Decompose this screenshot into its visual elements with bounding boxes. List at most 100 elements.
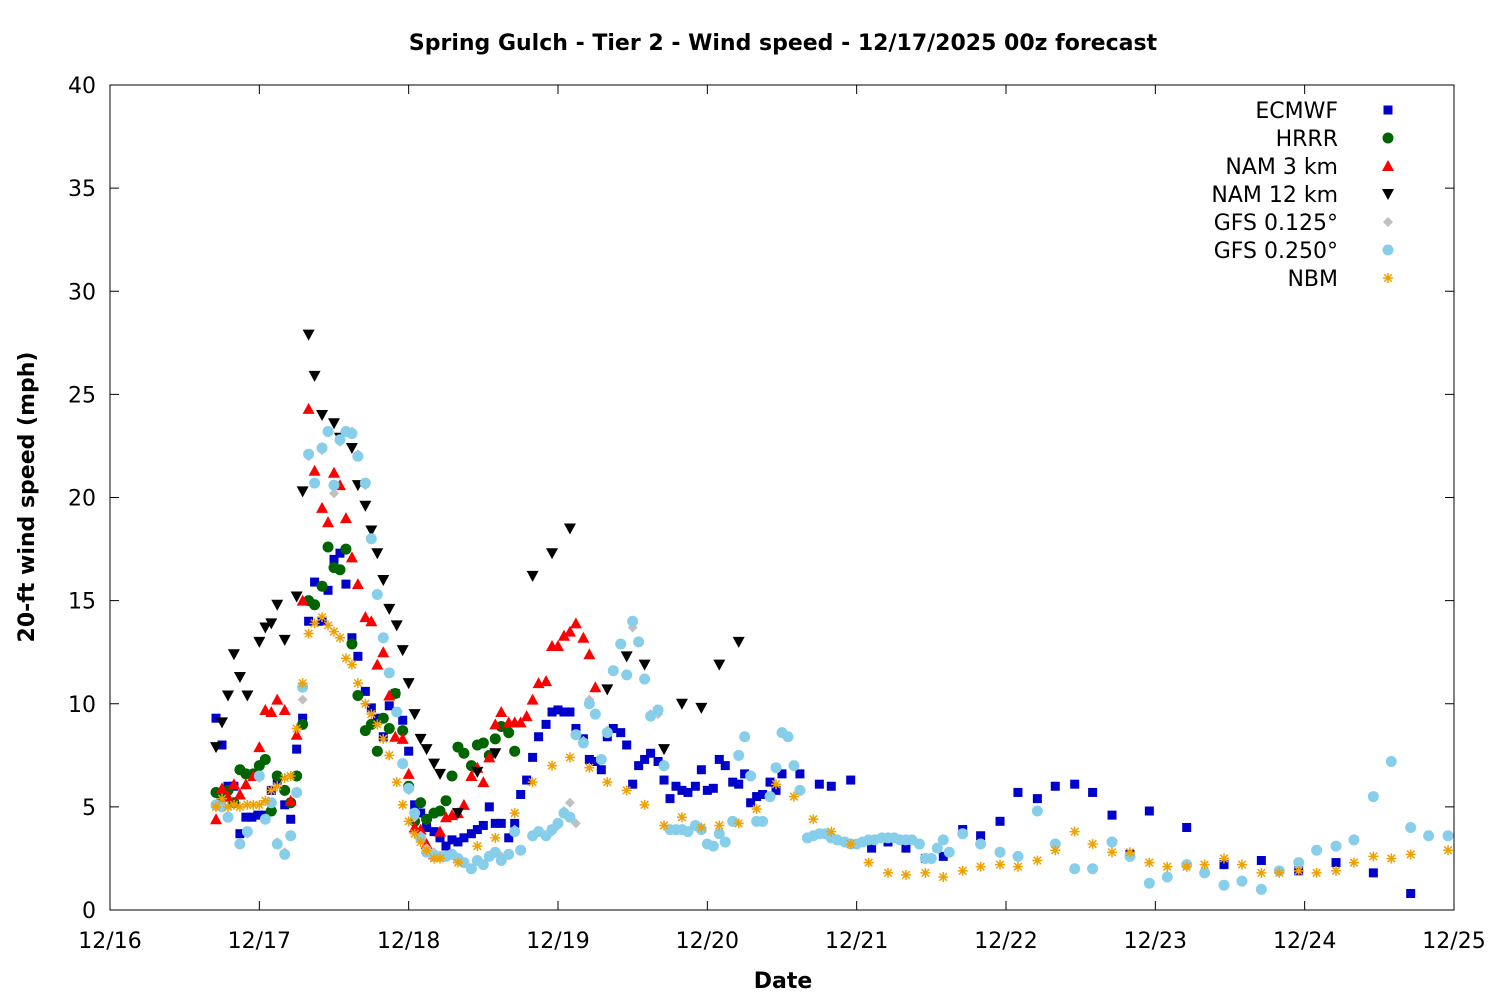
data-point [279, 773, 290, 783]
data-point [509, 826, 521, 838]
data-point [447, 835, 457, 845]
data-point [297, 694, 308, 705]
data-point [1013, 787, 1023, 797]
data-point [589, 681, 602, 693]
data-point [1331, 865, 1342, 876]
data-point [901, 843, 911, 853]
data-point [1256, 856, 1266, 865]
data-point [1031, 805, 1043, 817]
y-tick-label: 25 [68, 383, 96, 408]
data-point [420, 744, 433, 756]
data-point [695, 702, 708, 714]
x-tick-label: 12/20 [676, 929, 739, 954]
data-point [1144, 806, 1154, 816]
data-point [522, 775, 532, 785]
data-point [994, 846, 1006, 858]
x-tick-label: 12/21 [825, 929, 888, 954]
data-point [304, 616, 314, 626]
data-point [389, 730, 402, 742]
data-point [1012, 850, 1024, 862]
data-point [634, 761, 644, 771]
data-point [957, 828, 969, 840]
data-point [658, 744, 671, 756]
data-point [353, 651, 363, 661]
data-point [1012, 861, 1023, 872]
data-point [1181, 861, 1192, 872]
data-point [421, 845, 432, 856]
data-point [291, 786, 303, 798]
data-point [378, 733, 389, 744]
data-point [739, 731, 751, 743]
data-point [1348, 857, 1359, 868]
data-point [359, 500, 372, 512]
data-point [434, 825, 447, 837]
data-point [1162, 861, 1173, 872]
x-tick-label: 12/19 [526, 929, 589, 954]
data-point [278, 634, 291, 646]
data-point [1219, 853, 1230, 864]
data-point [690, 781, 700, 791]
data-point [595, 753, 607, 765]
data-point [938, 872, 949, 882]
data-point [402, 767, 415, 779]
data-point [211, 801, 222, 812]
data-point [484, 802, 494, 812]
data-point [931, 842, 943, 854]
data-point [1293, 865, 1304, 876]
data-point [414, 733, 427, 745]
data-point [272, 781, 283, 792]
x-tick-label: 12/18 [377, 929, 440, 954]
data-point [352, 690, 364, 701]
data-point [526, 693, 539, 705]
data-point [659, 775, 669, 785]
data-point [271, 693, 284, 705]
data-point [414, 823, 427, 835]
data-point [552, 640, 564, 651]
x-axis-label: Date [754, 969, 813, 994]
data-point [1107, 810, 1117, 820]
data-point [446, 770, 458, 782]
data-point [441, 841, 451, 851]
data-point [247, 812, 257, 822]
data-point [713, 659, 726, 671]
data-point [451, 808, 464, 820]
data-point [553, 705, 563, 715]
data-point [671, 781, 681, 791]
y-tick-label: 35 [68, 177, 96, 202]
data-point [771, 785, 781, 795]
data-point [477, 776, 490, 788]
data-point [608, 724, 618, 733]
data-point [746, 798, 756, 808]
data-point [316, 410, 329, 421]
data-point [846, 775, 856, 785]
data-point [745, 770, 757, 782]
data-point [770, 762, 782, 774]
series-nam-3-km [210, 402, 602, 860]
legend-label: NBM [1287, 267, 1338, 292]
data-point [351, 578, 364, 590]
data-point [346, 428, 358, 440]
legend-label: GFS 0.125° [1214, 211, 1338, 236]
data-point [452, 857, 463, 868]
data-point [239, 778, 252, 790]
data-point [253, 741, 266, 753]
data-point [302, 402, 315, 414]
data-point [563, 523, 576, 535]
data-point [1236, 875, 1248, 887]
legend-label: GFS 0.250° [1214, 239, 1338, 264]
data-point [665, 794, 675, 804]
data-point [607, 665, 619, 677]
data-point [569, 617, 582, 629]
data-point [1256, 867, 1267, 878]
data-point [1255, 883, 1267, 895]
data-point [279, 784, 291, 796]
data-point [265, 618, 278, 630]
data-point [228, 799, 239, 810]
data-point [1274, 867, 1285, 878]
data-point [540, 675, 553, 687]
data-point [457, 798, 470, 810]
data-point [633, 636, 645, 648]
data-point [751, 803, 762, 814]
data-point [1348, 834, 1360, 846]
data-point [371, 588, 383, 600]
